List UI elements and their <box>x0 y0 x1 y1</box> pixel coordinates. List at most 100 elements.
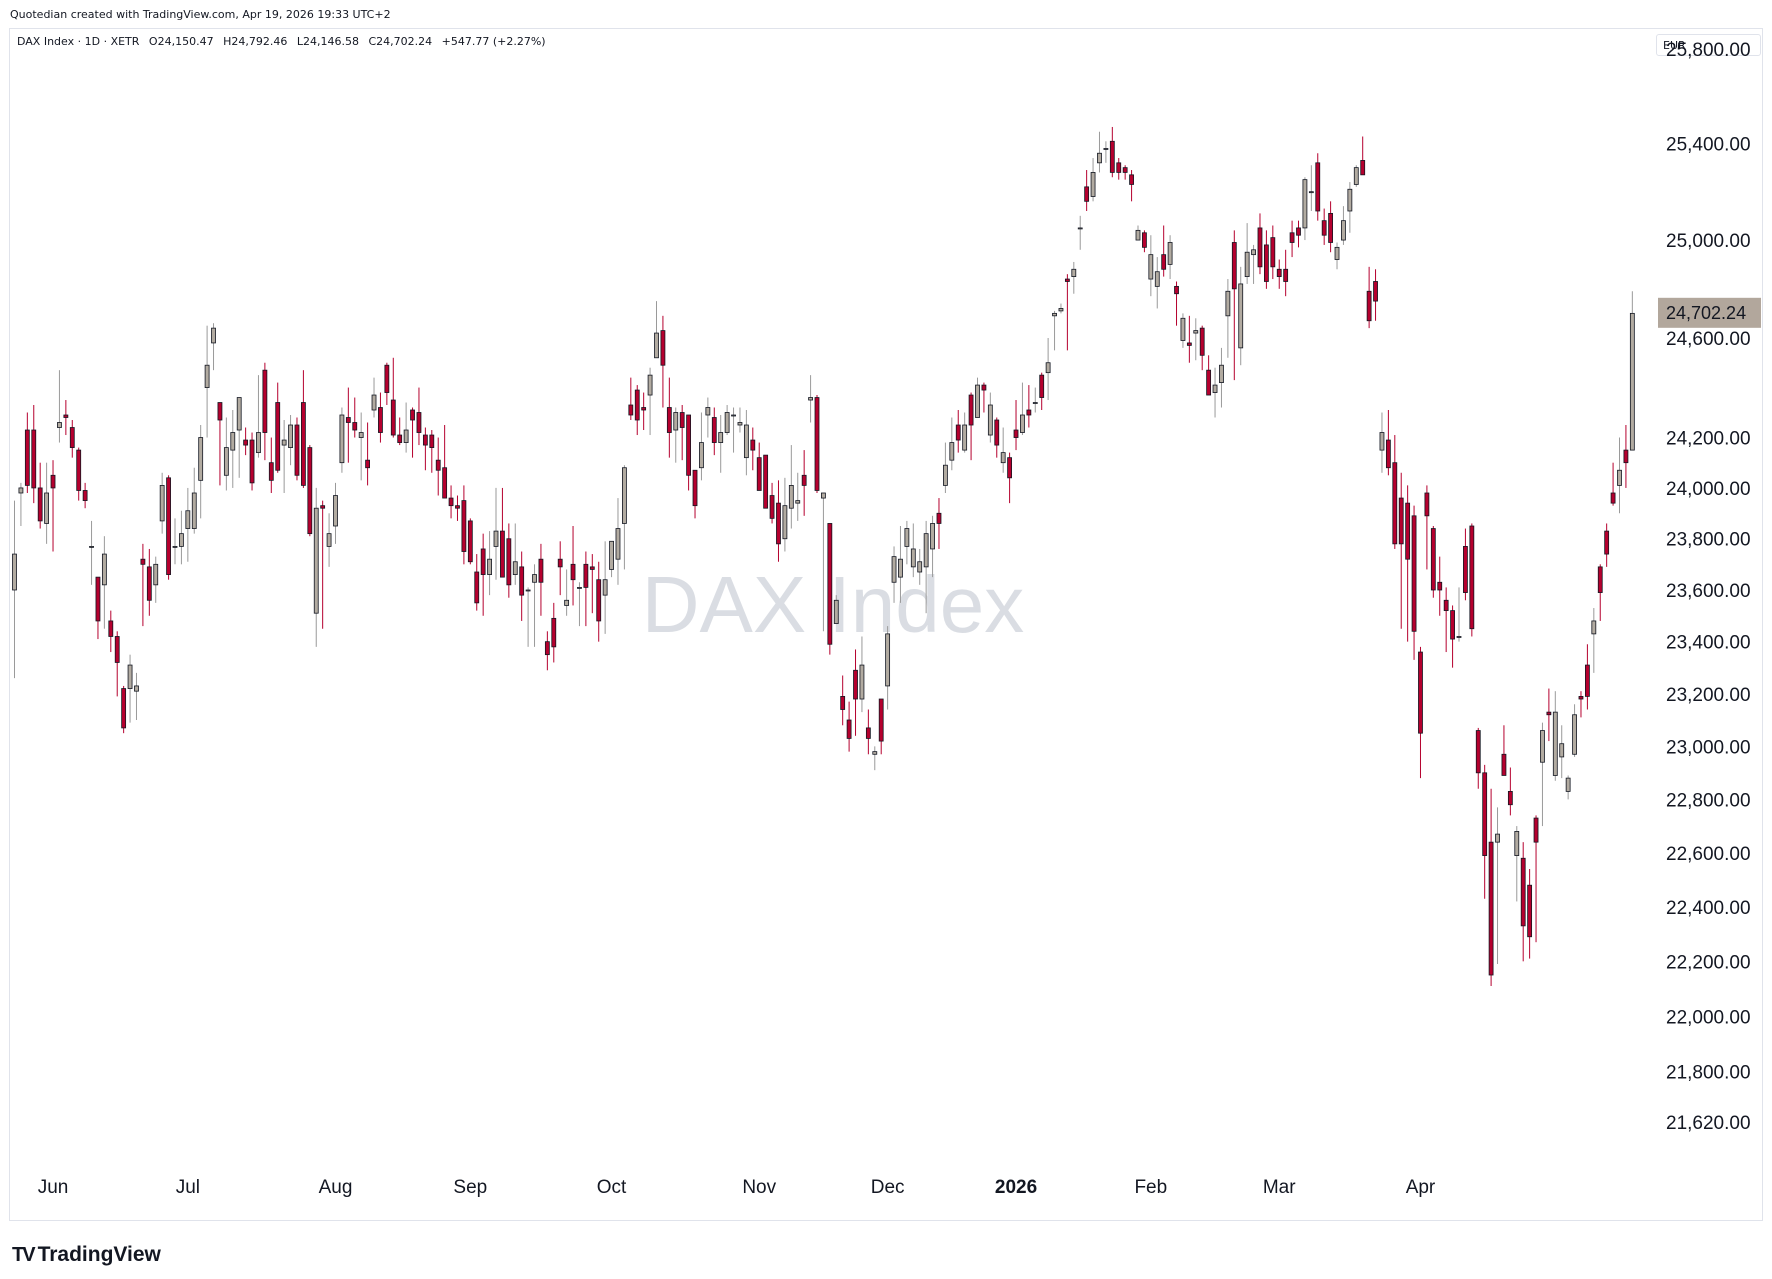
candle[interactable] <box>300 370 306 488</box>
candle[interactable] <box>564 569 570 616</box>
candle[interactable] <box>236 397 242 478</box>
tradingview-logo[interactable]: TV TradingView <box>12 1243 161 1267</box>
candle[interactable] <box>1296 220 1301 248</box>
candle[interactable] <box>474 554 480 611</box>
candle[interactable] <box>1373 269 1378 321</box>
candle[interactable] <box>763 454 769 509</box>
candle[interactable] <box>602 541 608 634</box>
candle[interactable] <box>410 407 415 458</box>
candle[interactable] <box>223 417 229 491</box>
candle[interactable] <box>1604 523 1610 567</box>
candle[interactable] <box>480 533 486 616</box>
candle[interactable] <box>705 397 711 438</box>
candle[interactable] <box>1212 367 1218 418</box>
candle[interactable] <box>1039 372 1045 411</box>
candle[interactable] <box>1032 387 1038 413</box>
candle[interactable] <box>686 414 691 491</box>
candle[interactable] <box>589 554 595 614</box>
candle[interactable] <box>557 541 563 596</box>
candle[interactable] <box>1064 274 1070 351</box>
candle[interactable] <box>211 323 216 371</box>
time-axis[interactable]: Jun Jul Aug Sep Oct Nov Dec 2026 Feb Mar Apr <box>38 1177 1436 1198</box>
candle[interactable] <box>1000 427 1006 473</box>
candle[interactable] <box>1347 182 1353 233</box>
candle[interactable] <box>1251 244 1256 284</box>
candle[interactable] <box>955 410 961 453</box>
candle[interactable] <box>782 477 788 552</box>
candle[interactable] <box>1174 281 1179 326</box>
candle[interactable] <box>833 595 839 624</box>
legend-symbol[interactable]: DAX Index · 1D · XETR <box>17 35 140 48</box>
candle[interactable] <box>1533 815 1539 943</box>
candle[interactable] <box>89 520 94 585</box>
candle[interactable] <box>500 487 505 578</box>
candle[interactable] <box>923 520 929 614</box>
candle[interactable] <box>339 407 345 473</box>
candle[interactable] <box>1443 587 1449 653</box>
candle[interactable] <box>127 654 133 723</box>
candle[interactable] <box>294 417 300 481</box>
candle[interactable] <box>1276 259 1282 289</box>
candle[interactable] <box>634 385 640 436</box>
candle[interactable] <box>577 582 582 627</box>
candle[interactable] <box>660 315 666 408</box>
candle[interactable] <box>191 467 197 534</box>
candle[interactable] <box>1360 136 1366 176</box>
candle[interactable] <box>994 417 1000 458</box>
candle[interactable] <box>416 387 422 446</box>
candle[interactable] <box>397 417 403 446</box>
candle[interactable] <box>1424 485 1430 570</box>
candle[interactable] <box>50 460 56 552</box>
candle[interactable] <box>975 377 980 418</box>
candle[interactable] <box>801 450 807 516</box>
candle[interactable] <box>1225 279 1231 358</box>
candle[interactable] <box>1186 315 1192 363</box>
candle[interactable] <box>1090 158 1096 202</box>
candle[interactable] <box>1238 266 1244 366</box>
candle[interactable] <box>1109 126 1115 178</box>
candle[interactable] <box>1219 347 1224 408</box>
candle[interactable] <box>544 631 550 671</box>
currency-selector[interactable]: EUR <box>1656 34 1761 56</box>
candle[interactable] <box>1572 704 1577 757</box>
candle[interactable] <box>910 523 916 578</box>
candle[interactable] <box>1148 235 1154 297</box>
candle[interactable] <box>506 523 512 598</box>
candle[interactable] <box>333 482 338 544</box>
candle[interactable] <box>769 482 775 524</box>
candle[interactable] <box>1052 310 1057 351</box>
candle[interactable] <box>731 407 736 453</box>
candle[interactable] <box>435 437 441 496</box>
candle[interactable] <box>776 480 781 562</box>
candle[interactable] <box>1084 170 1090 211</box>
candle[interactable] <box>525 587 531 647</box>
candle[interactable] <box>943 442 948 493</box>
candle[interactable] <box>281 420 287 493</box>
candle[interactable] <box>1507 767 1513 816</box>
candle[interactable] <box>172 518 178 565</box>
candle[interactable] <box>512 523 518 585</box>
candle[interactable] <box>1283 249 1289 297</box>
candle[interactable] <box>1552 691 1558 781</box>
candle[interactable] <box>57 370 62 443</box>
candle[interactable] <box>1411 505 1417 660</box>
candle[interactable] <box>24 412 30 493</box>
candle[interactable] <box>1366 266 1372 329</box>
candle[interactable] <box>121 685 127 734</box>
candle[interactable] <box>146 548 152 616</box>
candle[interactable] <box>1161 225 1167 277</box>
candle[interactable] <box>949 417 955 471</box>
candle[interactable] <box>1398 472 1404 629</box>
candle[interactable] <box>615 498 621 585</box>
candle[interactable] <box>140 543 146 627</box>
candle[interactable] <box>217 402 223 486</box>
candle[interactable] <box>82 482 88 509</box>
candle[interactable] <box>859 636 865 713</box>
candle[interactable] <box>737 407 743 433</box>
candle[interactable] <box>1045 337 1051 401</box>
candle[interactable] <box>962 412 968 453</box>
candle[interactable] <box>724 405 730 436</box>
candle[interactable] <box>1122 165 1128 180</box>
candle[interactable] <box>853 649 858 736</box>
candle[interactable] <box>134 672 139 721</box>
